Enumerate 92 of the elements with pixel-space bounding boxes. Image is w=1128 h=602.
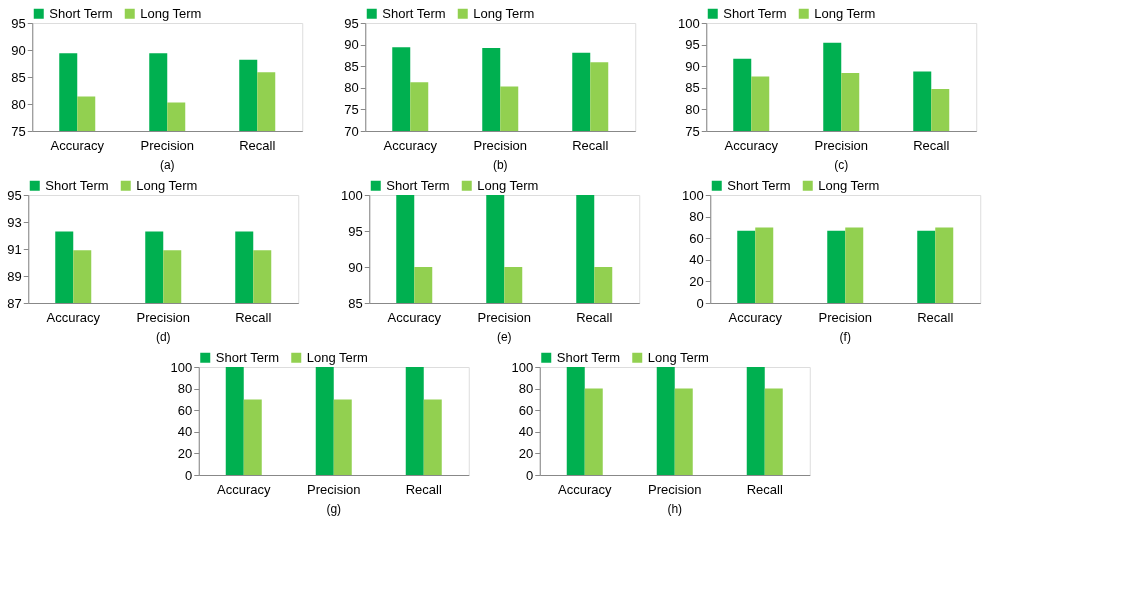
y-tick-label: 95 [685,37,700,53]
x-tick-label: Precision [648,481,702,497]
x-tick-label: Accuracy [383,137,438,153]
y-tick-label: 20 [518,445,534,461]
x-tick-label: Accuracy [728,309,783,325]
x-tick-label: Precision [140,137,194,153]
legend-label: Long Term [306,349,368,365]
x-tick-label: Accuracy [50,137,105,153]
y-tick-label: 20 [177,445,193,461]
legend-label: Short Term [49,5,113,21]
x-tick-label: Recall [576,309,613,325]
legend-label: Short Term [386,177,450,193]
y-tick-label: 80 [344,80,359,96]
x-tick-label: Recall [917,309,954,325]
y-tick-label: 90 [344,37,359,53]
y-tick-label: 85 [344,58,359,74]
y-tick-label: 95 [11,15,26,31]
y-tick-label: 20 [689,273,704,289]
legend-label: Long Term [473,5,535,21]
y-tick-label: 80 [685,101,700,117]
y-tick-label: 90 [348,259,363,275]
x-tick-label: Recall [239,137,276,153]
y-tick-label: 75 [11,123,26,139]
x-tick-label: Recall [913,137,950,153]
y-tick-label: 100 [678,15,700,31]
y-tick-label: 80 [689,209,704,225]
y-tick-label: 87 [7,295,22,311]
legend-label: Long Term [140,5,202,21]
x-tick-label: Precision [818,309,872,325]
y-tick-label: 93 [7,214,22,230]
y-tick-label: 0 [185,467,193,483]
text: (e) [496,330,512,344]
y-tick-label: 60 [689,230,704,246]
legend-label: Short Term [723,5,787,21]
y-tick-label: 89 [7,268,22,284]
y-tick-label: 80 [518,381,534,397]
x-tick-label: Accuracy [387,309,442,325]
y-tick-label: 100 [341,187,363,203]
text: (c) [834,158,849,172]
y-tick-label: 40 [689,252,704,268]
y-tick-label: 85 [685,80,700,96]
legend-label: Short Term [727,177,791,193]
legend-label: Long Term [818,177,880,193]
y-tick-label: 90 [685,58,700,74]
y-tick-label: 60 [177,402,193,418]
text: (h) [667,502,683,516]
y-tick-label: 90 [11,42,26,58]
y-tick-label: 40 [518,424,534,440]
x-tick-label: Accuracy [46,309,101,325]
x-tick-label: Precision [814,137,868,153]
x-tick-label: Accuracy [217,481,271,497]
x-tick-label: Recall [235,309,272,325]
y-tick-label: 95 [348,223,363,239]
legend-label: Long Term [814,5,876,21]
y-tick-label: 80 [11,96,26,112]
x-tick-label: Recall [572,137,609,153]
legend-label: Short Term [382,5,446,21]
y-tick-label: 95 [344,15,359,31]
text: (d) [155,330,171,344]
x-tick-label: Precision [307,481,361,497]
y-tick-label: 0 [526,467,534,483]
x-tick-label: Precision [477,309,531,325]
y-tick-label: 75 [344,101,359,117]
x-tick-label: Accuracy [724,137,779,153]
legend-label: Short Term [45,177,109,193]
legend-label: Short Term [556,349,621,365]
legend-label: Long Term [136,177,198,193]
y-tick-label: 0 [696,295,704,311]
text: (b) [492,158,508,172]
y-tick-label: 95 [7,187,22,203]
y-tick-label: 85 [11,69,26,85]
text: (f) [839,330,851,344]
y-tick-label: 91 [7,241,22,257]
y-tick-label: 40 [177,424,193,440]
y-tick-label: 100 [511,359,534,375]
y-tick-label: 100 [170,359,193,375]
x-tick-label: Precision [473,137,527,153]
y-tick-label: 85 [348,295,363,311]
text: (g) [326,502,342,516]
x-tick-label: Recall [746,481,783,497]
x-tick-label: Accuracy [558,481,612,497]
y-tick-label: 75 [685,123,700,139]
legend-label: Short Term [215,349,280,365]
x-tick-label: Recall [405,481,442,497]
text: (a) [159,158,175,172]
y-tick-label: 80 [177,381,193,397]
legend-label: Long Term [477,177,539,193]
legend-label: Long Term [647,349,709,365]
y-tick-label: 70 [344,123,359,139]
x-tick-label: Precision [136,309,190,325]
y-tick-label: 100 [682,187,704,203]
y-tick-label: 60 [518,402,534,418]
